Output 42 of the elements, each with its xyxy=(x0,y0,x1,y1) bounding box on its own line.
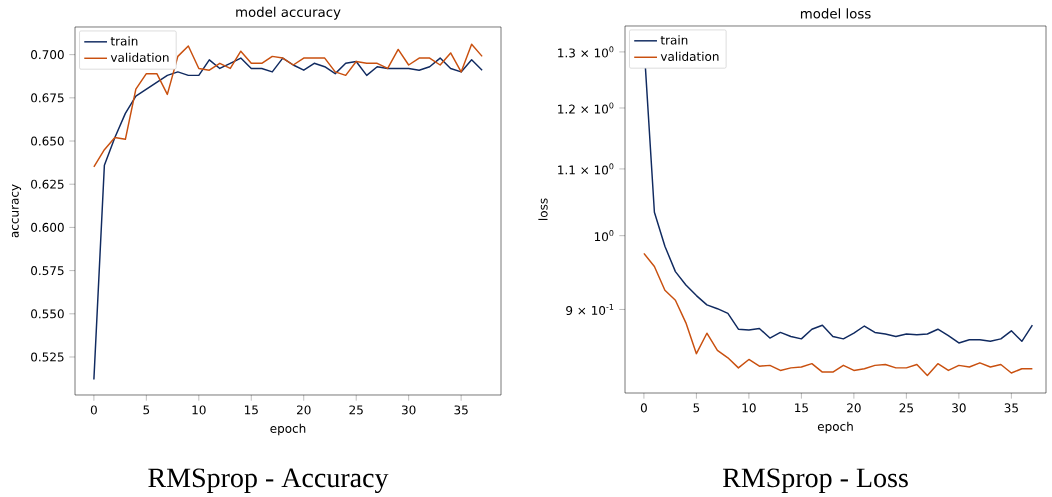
x-tick-label: 10 xyxy=(192,405,206,415)
text: RMSprop - Loss xyxy=(722,468,908,493)
x-tick-label: 35 xyxy=(454,405,468,415)
chart-title: model accuracy xyxy=(236,6,341,20)
y-tick-label: 1.1 × 10$^{0}$ xyxy=(558,163,614,175)
y-tick-label: 0.650 xyxy=(31,136,64,146)
x-tick-label: 0 xyxy=(640,403,647,413)
x-tick-label: 30 xyxy=(952,403,966,413)
y-tick-label: 1.3 × 10$^{0}$ xyxy=(558,46,614,58)
x-axis-title: epoch xyxy=(817,421,853,434)
legend-label: validation xyxy=(110,52,169,63)
chart-title: model loss xyxy=(800,8,871,19)
x-tick-label: 20 xyxy=(847,403,861,413)
x-tick-label: 15 xyxy=(795,403,808,413)
x-tick-label: 20 xyxy=(296,405,311,415)
legend-label: validation xyxy=(660,51,719,61)
y-tick-label: 0.525 xyxy=(31,352,64,362)
x-tick-label: 25 xyxy=(899,403,913,413)
x-tick-label: 0 xyxy=(90,405,97,415)
text: RMSprop - Accuracy xyxy=(148,468,389,494)
y-tick-label: 0.625 xyxy=(31,179,64,189)
x-tick-label: 5 xyxy=(693,403,700,413)
legend-label: train xyxy=(110,36,138,46)
y-tick-label: 1.2 × 10$^{0}$ xyxy=(558,102,614,114)
x-tick-label: 15 xyxy=(244,405,258,415)
x-tick-label: 30 xyxy=(401,405,416,415)
x-axis-title: epoch xyxy=(270,423,306,436)
line-series xyxy=(643,252,1034,377)
y-tick-label: 0.675 xyxy=(31,93,64,103)
y-tick-label: 0.700 xyxy=(31,50,64,60)
y-tick-label: 0.600 xyxy=(31,222,64,232)
legend-label: train xyxy=(660,35,688,45)
y-tick-label: 0.550 xyxy=(31,309,64,319)
y-axis-title: loss xyxy=(538,198,548,220)
x-tick-label: 25 xyxy=(349,405,363,415)
x-tick-label: 10 xyxy=(742,403,756,413)
x-tick-label: 5 xyxy=(143,405,150,415)
y-tick-label: 0.575 xyxy=(31,266,64,276)
y-axis-title: accuracy xyxy=(11,184,22,238)
x-tick-label: 35 xyxy=(1004,403,1018,413)
y-tick-label: 9 × 10$^{-1}$ xyxy=(566,303,614,316)
y-tick-label: 10$^{0}$ xyxy=(594,230,614,242)
